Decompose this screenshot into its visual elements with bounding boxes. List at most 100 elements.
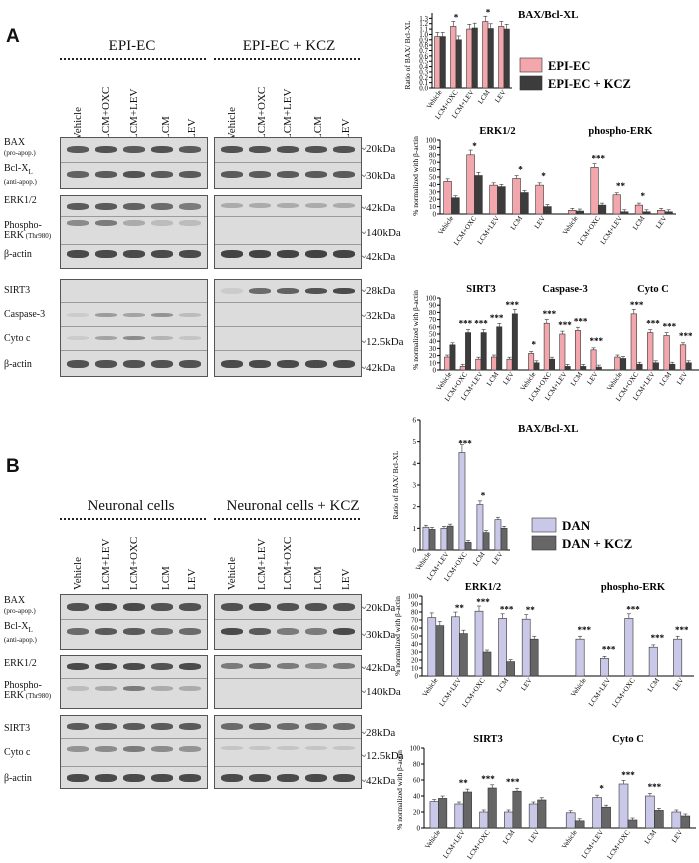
bar xyxy=(543,322,550,371)
y-tick-label: 0 xyxy=(433,211,437,219)
bar xyxy=(512,178,521,215)
significance-marker: * xyxy=(541,171,546,181)
legend-swatch xyxy=(531,535,557,551)
blot-band xyxy=(333,663,355,669)
group-underline xyxy=(60,518,206,520)
molecular-weight-label: ~32kDa xyxy=(360,310,396,322)
significance-marker: ** xyxy=(455,603,465,613)
bar xyxy=(440,528,448,551)
blot-band xyxy=(95,746,117,752)
blot-band xyxy=(333,360,355,368)
x-tick-label: LCM xyxy=(658,370,674,388)
blot-band xyxy=(305,603,327,611)
significance-marker: *** xyxy=(589,336,603,346)
blot-band xyxy=(221,171,243,178)
blot-a-left-2 xyxy=(60,195,208,269)
bar xyxy=(487,787,497,829)
bar xyxy=(464,542,472,551)
blot-b-left-1 xyxy=(60,594,208,650)
blot-band xyxy=(151,220,173,226)
significance-marker: *** xyxy=(679,331,693,341)
y-tick-label: 10 xyxy=(429,203,437,211)
blot-band xyxy=(67,774,89,782)
blot-band xyxy=(305,628,327,635)
bar xyxy=(627,819,638,829)
blot-band xyxy=(277,603,299,611)
bar xyxy=(438,798,448,829)
blot-band xyxy=(333,603,355,611)
bar xyxy=(648,646,658,677)
bar xyxy=(619,358,627,371)
blot-band xyxy=(123,146,145,153)
y-tick-label: 90 xyxy=(429,302,437,310)
bar xyxy=(669,363,676,371)
blot-band xyxy=(221,746,243,750)
molecular-weight-label: ~12.5kDa xyxy=(360,336,404,348)
blot-band xyxy=(67,360,89,368)
bar xyxy=(600,658,609,677)
blot-band xyxy=(151,746,173,752)
blot-band xyxy=(95,171,117,178)
bar xyxy=(535,184,544,215)
blot-band xyxy=(151,723,173,730)
bar xyxy=(428,529,436,551)
blot-band xyxy=(179,220,201,226)
blot-band xyxy=(151,663,173,670)
significance-marker: * xyxy=(640,191,645,201)
y-tick-label: 0.1 xyxy=(419,79,428,87)
bar xyxy=(444,356,451,371)
blot-band xyxy=(95,723,117,730)
x-tick-label: LEV xyxy=(654,215,668,231)
blot-b-left-2 xyxy=(60,655,208,709)
blot-band xyxy=(221,628,243,635)
blot-band xyxy=(151,774,173,782)
blot-b-left-3 xyxy=(60,715,208,789)
x-tick-label: LCM xyxy=(476,88,492,106)
legend-swatch xyxy=(519,75,543,91)
bar xyxy=(597,204,607,215)
x-tick-label: Vehicle xyxy=(569,677,588,699)
blot-separator xyxy=(215,678,361,679)
bar xyxy=(503,28,510,89)
x-tick-label: Vehicle xyxy=(414,551,433,573)
bar xyxy=(455,39,462,89)
blot-band xyxy=(123,628,145,635)
significance-marker: *** xyxy=(458,439,472,449)
y-tick-label: 0.6 xyxy=(419,52,428,60)
blot-separator xyxy=(215,738,361,739)
molecular-weight-label: ~28kDa xyxy=(360,285,396,297)
molecular-weight-label: ~42kDa xyxy=(360,202,396,214)
blot-band xyxy=(179,146,201,153)
y-tick-label: 80 xyxy=(429,309,437,317)
molecular-weight-label: ~140kDa xyxy=(360,686,401,698)
significance-marker: *** xyxy=(543,309,557,319)
molecular-weight-label: ~42kDa xyxy=(360,251,396,263)
molecular-weight-label: ~20kDa xyxy=(360,143,396,155)
x-tick-label: LCM xyxy=(485,370,501,388)
chart-title: ERK1/2 xyxy=(465,582,501,593)
bar xyxy=(521,618,531,677)
blot-band xyxy=(151,360,173,368)
blot-separator xyxy=(61,162,207,163)
blot-band xyxy=(277,723,299,730)
blot-separator xyxy=(215,302,361,303)
blot-band xyxy=(221,774,243,782)
significance-marker: ** xyxy=(616,181,626,191)
x-tick-label: LEV xyxy=(490,551,504,567)
blot-row-label: β-actin xyxy=(4,773,32,784)
blot-band xyxy=(179,628,201,635)
blot-band xyxy=(123,723,145,730)
y-tick-label: 40 xyxy=(411,641,419,649)
group-title-epi: EPI-EC xyxy=(108,38,156,54)
legend-label: EPI-EC xyxy=(548,59,590,73)
blot-band xyxy=(249,723,271,730)
blot-row-label: Caspase-3 xyxy=(4,309,46,320)
blot-band xyxy=(95,360,117,368)
molecular-weight-label: ~42kDa xyxy=(360,362,396,374)
group-title-neuronal-kcz: Neuronal cells + KCZ xyxy=(226,498,360,514)
x-tick-label: Vehicle xyxy=(437,215,456,237)
blot-band xyxy=(123,686,145,691)
bar xyxy=(465,332,472,371)
molecular-weight-label: ~140kDa xyxy=(360,227,401,239)
